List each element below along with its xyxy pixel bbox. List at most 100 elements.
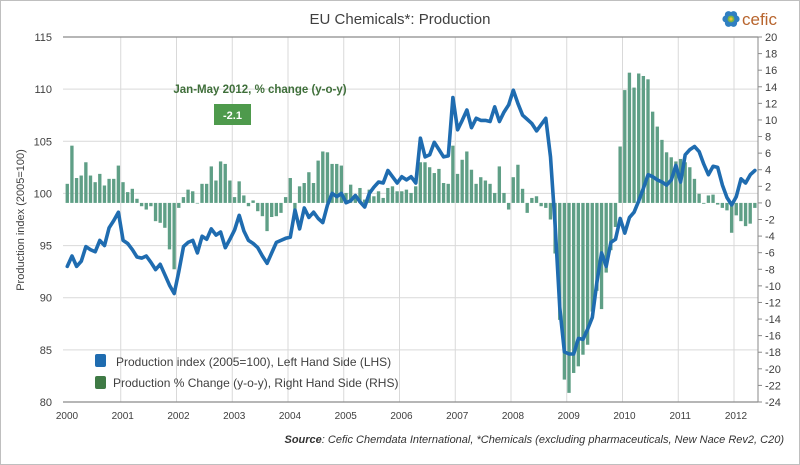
pct-change-bar [200,183,204,203]
pct-change-bar [376,191,381,203]
y-tick-label: 115 [34,32,52,44]
pct-change-bar [479,177,483,203]
pct-change-bar [311,183,316,203]
y-tick-label: 100 [34,188,52,200]
cefic-logo: cefic [722,10,777,29]
pct-change-bar [585,202,590,345]
pct-change-bar [242,195,246,203]
pct-change-bar [181,197,186,203]
pct-change-bar [446,183,450,203]
pct-change-bar [497,166,502,203]
pct-change-bar [595,202,599,291]
pct-change-bar [655,126,659,203]
pct-change-bar [711,194,715,203]
y-tick-label: 110 [34,84,52,96]
gridlines [63,37,758,402]
pct-change-bar [414,186,418,203]
pct-change-bar [112,178,116,203]
production-index-line [65,88,757,356]
cefic-flower-icon [722,11,740,27]
pct-change-bar [177,202,181,208]
pct-change-bar [353,194,357,203]
pct-change-bar [167,202,172,250]
pct-change-bar [348,184,353,203]
pct-change-bar [144,202,148,210]
pct-change-bar [274,202,279,217]
pct-change-bar [93,182,97,203]
y2-tick-label: -16 [765,331,781,343]
pct-change-bar [302,183,306,203]
pct-change-bar [604,202,608,273]
pct-change-bar [381,197,385,203]
pct-change-bar [641,75,646,203]
pct-change-bar [158,202,162,223]
y2-tick-label: -10 [765,281,781,293]
x-tick-label: 2010 [613,411,636,422]
y2-tick-label: 18 [765,49,777,61]
y2-tick-label: -14 [765,314,781,326]
pct-change-bar [400,191,404,203]
pct-change-bar [544,202,548,208]
pct-change-bar [195,202,200,204]
pct-change-bar [228,180,232,203]
pct-change-bar [279,202,283,213]
pct-change-bar [702,202,706,204]
pct-change-bar [590,202,594,312]
pct-change-bar [525,202,529,213]
pct-change-bar [418,162,423,203]
pct-change-bar [265,202,269,232]
x-tick-label: 2006 [390,411,413,422]
x-tick-label: 2001 [112,411,135,422]
pct-change-bar [237,181,241,203]
pct-change-bar [632,87,636,203]
pct-change-bar [321,151,325,203]
pct-change-bar [107,178,111,203]
pct-change-bar [697,193,701,203]
pct-change-bar [223,163,227,203]
pct-change-bar [307,172,311,203]
pct-change-bar [613,202,618,227]
pct-change-bar [753,202,757,208]
pct-change-bar [493,192,497,203]
pct-change-bar [386,187,390,203]
y-tick-label: 105 [34,136,52,148]
pct-change-bar [283,197,288,203]
pct-change-bar [581,202,585,355]
pct-change-bar [520,188,525,203]
source-text: : Cefic Chemdata International, *Chemica… [322,434,785,446]
pct-change-bar [650,111,655,203]
pct-change-bar [139,202,144,207]
y2-tick-label: 20 [765,32,777,44]
legend-swatch-index [95,354,106,367]
pct-change-bar [739,202,743,222]
pct-change-bar [218,161,223,203]
x-tick-label: 2012 [725,411,748,422]
pct-change-bar [427,167,432,203]
pct-change-bar [706,195,711,203]
flower-core [729,17,733,21]
y2-tick-label: -24 [765,397,781,409]
pct-change-bar [288,178,292,203]
pct-change-bar [646,79,650,203]
pct-change-bar [335,163,339,203]
y2-tick-label: -6 [765,248,775,260]
pct-change-bar [660,139,664,203]
pct-change-bar [116,165,121,203]
pct-change-bar [506,202,511,210]
pct-change-bar [172,202,176,270]
x-tick-label: 2003 [223,411,246,422]
source-label: Source [284,434,321,446]
pct-change-bar [688,167,692,203]
pct-change-bar [293,202,297,210]
pct-change-bar [358,187,362,203]
y2-tick-label: -22 [765,380,781,392]
legend-label-pct-change: Production % Change (y-o-y), Right Hand … [113,376,398,390]
pct-change-bar [409,192,413,203]
y2-tick-label: 12 [765,98,777,110]
pct-change-bar [576,202,580,367]
pct-change-bar [539,202,543,207]
source-note: Source: Cefic Chemdata International, *C… [284,434,784,446]
pct-change-bar [362,199,367,203]
pct-change-bar [683,162,687,203]
